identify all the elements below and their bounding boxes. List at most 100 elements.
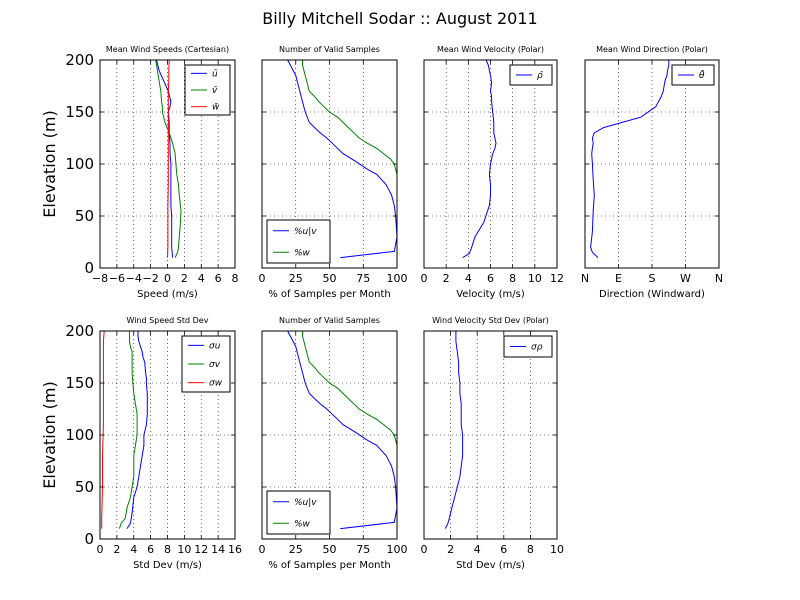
x-tick-label: 2 bbox=[181, 272, 188, 285]
x-axis-label: Direction (Windward) bbox=[599, 289, 705, 300]
x-tick-label: 50 bbox=[323, 272, 337, 285]
series-line-1 bbox=[444, 331, 464, 529]
panel-title: Wind Velocity Std Dev (Polar) bbox=[432, 316, 549, 325]
x-tick-label: 12 bbox=[194, 543, 208, 556]
legend: %u|v %w bbox=[266, 219, 331, 264]
x-tick-label: 14 bbox=[211, 543, 225, 556]
x-tick-label: 50 bbox=[323, 543, 337, 556]
legend-label: %w bbox=[294, 519, 311, 529]
y-tick-label: 150 bbox=[65, 374, 94, 392]
panel-7: 0 2 4 6 8 10 Wind Velocity Std Dev (Polar) Std … bbox=[421, 316, 565, 571]
x-tick-label: E bbox=[615, 272, 622, 285]
y-tick-label: 100 bbox=[65, 155, 94, 173]
x-tick-label: 0 bbox=[164, 272, 171, 285]
legend: σρ bbox=[503, 335, 553, 358]
y-tick-label: 100 bbox=[65, 426, 94, 444]
x-tick-label: 10 bbox=[550, 543, 564, 556]
series-line-2 bbox=[302, 331, 397, 529]
x-tick-label: 6 bbox=[500, 543, 507, 556]
x-tick-label: 6 bbox=[487, 272, 494, 285]
series-line-1 bbox=[590, 60, 670, 258]
series-line-1 bbox=[126, 331, 148, 529]
x-tick-label: −6 bbox=[109, 272, 125, 285]
panel-title: Mean Wind Velocity (Polar) bbox=[437, 45, 544, 54]
legend-label: %u|v bbox=[294, 498, 317, 508]
x-axis-label: Std Dev (m/s) bbox=[456, 560, 525, 571]
legend: θ̄ bbox=[671, 64, 715, 86]
panel-title: Number of Valid Samples bbox=[279, 45, 380, 54]
panel-6: 0 25 50 75 100 Number of Valid Samples % of Sa… bbox=[259, 316, 408, 571]
legend-label: σv bbox=[209, 360, 221, 370]
y-tick-label: 0 bbox=[84, 259, 94, 277]
x-tick-label: 10 bbox=[177, 543, 191, 556]
legend-label: σρ bbox=[531, 343, 543, 353]
legend-label: w̄ bbox=[212, 103, 220, 113]
x-tick-label: −8 bbox=[92, 272, 108, 285]
y-tick-label: 200 bbox=[65, 51, 94, 69]
x-tick-label: 2 bbox=[113, 543, 120, 556]
y-axis-label-top: Elevation (m) bbox=[40, 110, 59, 217]
panel-4: N E S W N Mean Wind Direction (Polar) Directio… bbox=[581, 45, 723, 300]
series-line-1 bbox=[287, 60, 397, 259]
y-tick-label: 200 bbox=[65, 322, 94, 340]
x-tick-label: 100 bbox=[387, 543, 408, 556]
legend-label: ū bbox=[212, 69, 218, 79]
x-tick-label: N bbox=[581, 272, 589, 285]
x-tick-label: 12 bbox=[550, 272, 564, 285]
legend: %u|v %w bbox=[266, 490, 331, 535]
legend-box bbox=[266, 490, 331, 535]
x-tick-label: 0 bbox=[421, 543, 428, 556]
legend: ρ̄ bbox=[509, 64, 553, 86]
panel-2: 0 25 50 75 100 Number of Valid Samples % of Sa… bbox=[259, 45, 408, 300]
legend-label: ρ̄ bbox=[537, 71, 544, 81]
series-line-2 bbox=[118, 331, 138, 529]
panel-title: Number of Valid Samples bbox=[279, 316, 380, 325]
x-tick-label: 4 bbox=[465, 272, 472, 285]
figure-title: Billy Mitchell Sodar :: August 2011 bbox=[262, 9, 537, 28]
legend-label: %w bbox=[294, 248, 311, 258]
x-tick-label: −2 bbox=[143, 272, 159, 285]
x-tick-label: 0 bbox=[421, 272, 428, 285]
x-tick-label: 75 bbox=[356, 272, 370, 285]
x-tick-label: S bbox=[649, 272, 656, 285]
x-tick-label: 6 bbox=[147, 543, 154, 556]
x-axis-label: Speed (m/s) bbox=[137, 289, 198, 300]
x-axis-label: % of Samples per Month bbox=[268, 289, 391, 300]
x-tick-label: 25 bbox=[289, 543, 303, 556]
series-line-1 bbox=[156, 60, 174, 258]
x-tick-label: 25 bbox=[289, 272, 303, 285]
panel-title: Mean Wind Direction (Polar) bbox=[596, 45, 708, 54]
x-tick-label: −4 bbox=[126, 272, 142, 285]
legend: σu σv σw bbox=[181, 335, 231, 393]
legend-box bbox=[503, 335, 553, 358]
legend-box bbox=[266, 219, 331, 264]
legend-label: v̄ bbox=[212, 86, 218, 96]
series-line-1 bbox=[462, 60, 497, 259]
x-tick-label: 16 bbox=[228, 543, 242, 556]
x-tick-label: 4 bbox=[198, 272, 205, 285]
panel-title: Wind Speed Std Dev bbox=[127, 316, 209, 325]
series-line-2 bbox=[155, 60, 182, 258]
y-axis-label-bottom: Elevation (m) bbox=[40, 381, 59, 488]
y-tick-label: 0 bbox=[84, 530, 94, 548]
panel-3: 0 2 4 6 8 10 12 Mean Wind Velocity (Polar) Veloc… bbox=[421, 45, 565, 300]
x-tick-label: 0 bbox=[259, 543, 266, 556]
x-tick-label: 4 bbox=[474, 543, 481, 556]
x-tick-label: 0 bbox=[97, 543, 104, 556]
series-line-3 bbox=[101, 331, 105, 529]
x-tick-label: 8 bbox=[164, 543, 171, 556]
x-tick-label: 10 bbox=[528, 272, 542, 285]
x-tick-label: 0 bbox=[259, 272, 266, 285]
x-tick-label: 4 bbox=[130, 543, 137, 556]
x-tick-label: 8 bbox=[232, 272, 239, 285]
legend-label: σw bbox=[209, 379, 223, 389]
legend: ū v̄ w̄ bbox=[184, 64, 231, 116]
y-tick-label: 50 bbox=[75, 478, 94, 496]
series-line-2 bbox=[302, 60, 397, 258]
series-line-1 bbox=[287, 331, 397, 530]
x-tick-label: 8 bbox=[527, 543, 534, 556]
y-tick-label: 150 bbox=[65, 103, 94, 121]
